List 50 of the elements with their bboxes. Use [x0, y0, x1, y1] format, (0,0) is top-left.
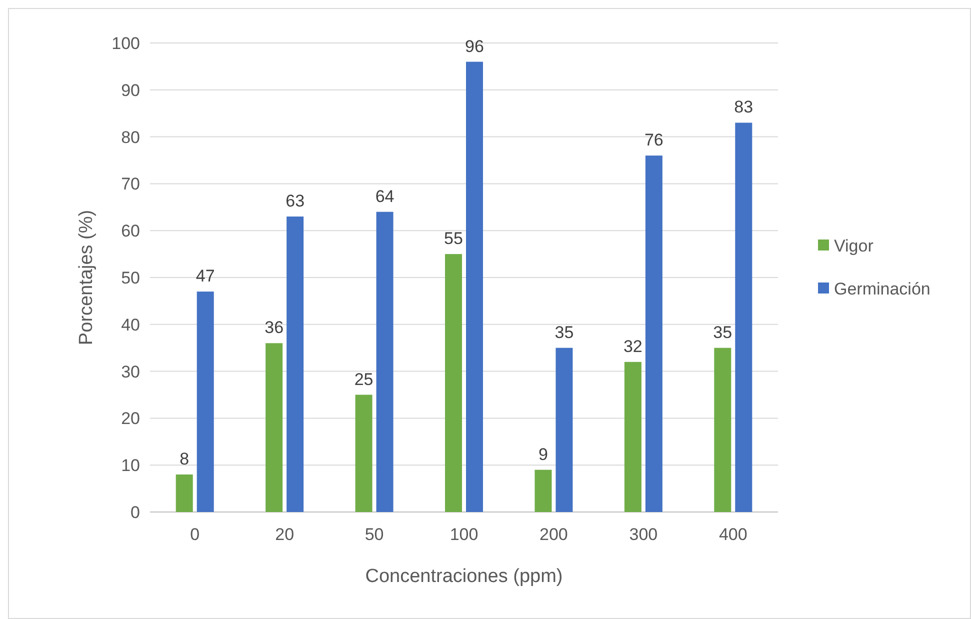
x-tick-label: 200: [540, 525, 568, 544]
data-label: 76: [644, 130, 664, 150]
y-tick-label: 100: [112, 34, 140, 53]
data-label: 32: [623, 336, 642, 356]
data-label: 35: [554, 322, 574, 342]
data-label: 83: [734, 98, 754, 117]
x-tick-label: 400: [718, 525, 748, 544]
bar: [355, 394, 372, 512]
legend-label: Germinación: [834, 279, 930, 298]
y-tick-label: 60: [121, 222, 140, 241]
x-axis-title: Concentraciones (ppm): [365, 566, 563, 587]
x-tick-label: 100: [450, 525, 478, 544]
x-tick-label: 20: [275, 525, 294, 544]
y-axis-title: Porcentajes (%): [76, 210, 97, 346]
data-label: 36: [264, 318, 284, 338]
data-label: 64: [375, 186, 394, 206]
x-tick-label: 50: [364, 525, 384, 544]
y-tick-label: 0: [130, 502, 140, 522]
x-tick-label: 0: [190, 525, 200, 544]
data-label: 47: [196, 266, 215, 286]
y-tick-label: 50: [121, 268, 140, 288]
y-tick-label: 70: [121, 174, 140, 194]
legend-label: Vigor: [834, 236, 874, 256]
y-tick-label: 10: [121, 456, 140, 476]
bar: [266, 343, 283, 512]
bar: [376, 212, 394, 512]
bar: [645, 156, 662, 512]
bar: [196, 292, 214, 512]
data-label: 96: [465, 36, 484, 56]
data-label: 25: [354, 370, 374, 389]
y-tick-label: 90: [121, 80, 140, 100]
y-tick-label: 40: [121, 315, 140, 334]
data-label: 63: [286, 192, 305, 211]
bar: [176, 474, 193, 512]
data-label: 55: [444, 229, 463, 248]
bar: [624, 362, 642, 512]
bar: [286, 216, 304, 512]
data-label: 8: [180, 449, 190, 468]
bar: [466, 62, 483, 512]
bar: [735, 122, 752, 512]
y-tick-label: 20: [121, 409, 140, 428]
bar: [445, 254, 462, 512]
y-tick-label: 30: [121, 362, 140, 382]
bar: [534, 470, 552, 512]
data-label: 35: [713, 322, 732, 342]
y-tick-label: 80: [121, 128, 140, 147]
bar: [556, 348, 573, 512]
x-tick-label: 300: [629, 525, 658, 544]
bar: [714, 348, 732, 512]
data-label: 9: [538, 444, 548, 464]
